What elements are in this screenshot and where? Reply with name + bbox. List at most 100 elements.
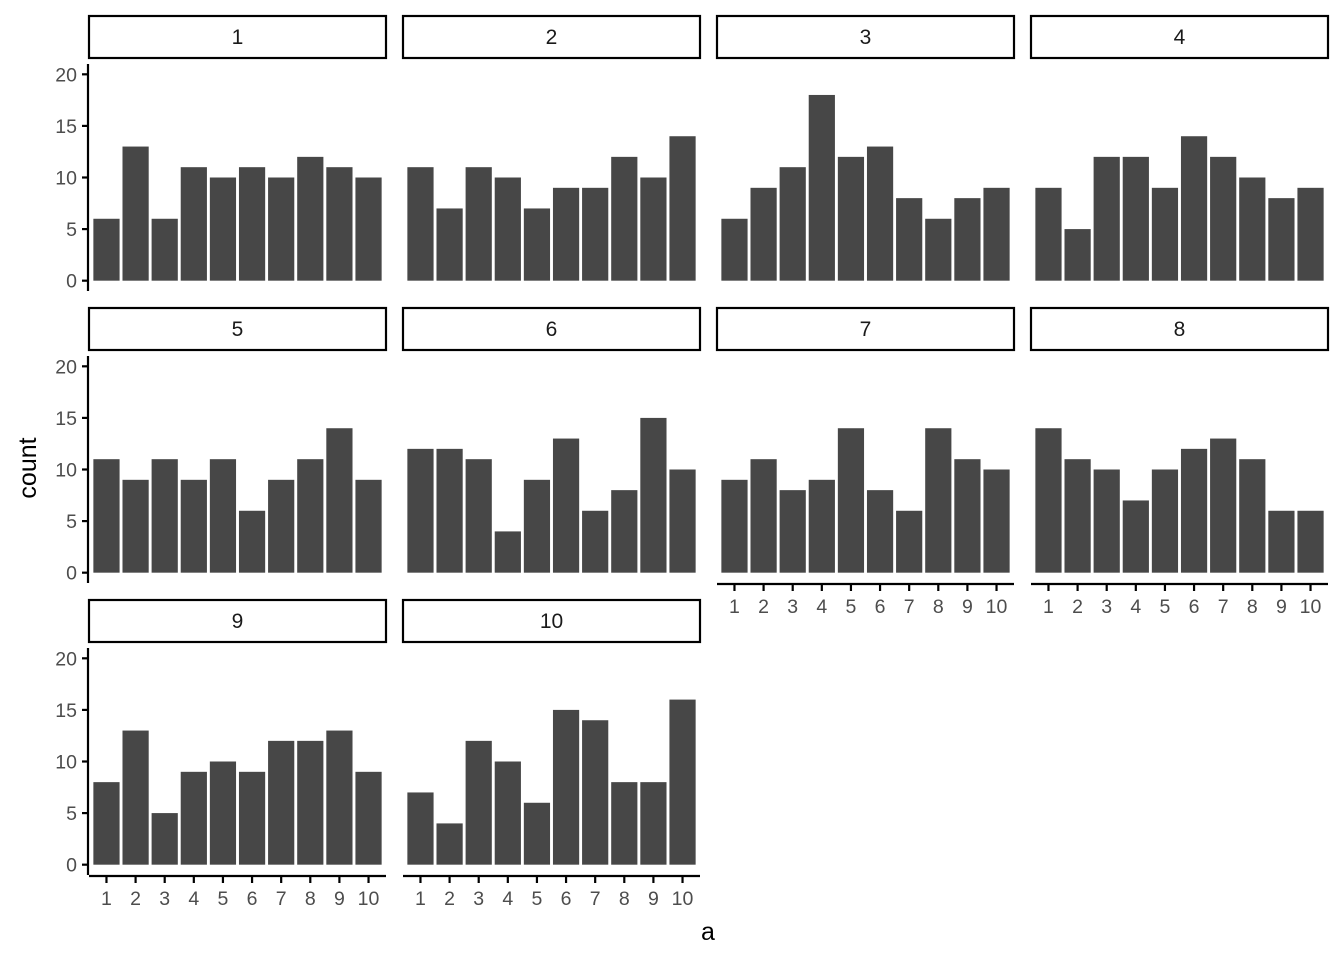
- bar: [983, 469, 1010, 573]
- facet-strip: [1029, 306, 1330, 352]
- x-tick-label: 2: [130, 888, 141, 910]
- facet-panel-6: 6: [401, 306, 702, 573]
- facet-strip: [715, 14, 1016, 60]
- bar: [750, 459, 777, 573]
- facet-strip: [715, 306, 1016, 352]
- bar: [721, 218, 748, 281]
- facet-strip: [401, 14, 702, 60]
- x-tick-label: 2: [444, 888, 455, 910]
- bar: [465, 459, 492, 573]
- y-tick-label: 0: [66, 271, 77, 293]
- bar: [268, 740, 295, 865]
- x-tick-label: 10: [358, 888, 380, 910]
- x-tick-label: 8: [619, 888, 630, 910]
- bar: [407, 167, 434, 281]
- bar: [866, 490, 894, 573]
- facet-strip: [87, 306, 388, 352]
- bar: [808, 94, 835, 281]
- y-tick-label: 10: [55, 168, 77, 190]
- bar: [1297, 187, 1324, 281]
- bar: [151, 459, 178, 573]
- bar: [954, 198, 981, 281]
- facet-panel-4: 4: [1029, 14, 1330, 281]
- x-tick-label: 3: [787, 596, 798, 618]
- bar: [582, 187, 609, 281]
- x-tick-label: 10: [986, 596, 1008, 618]
- bar: [326, 167, 353, 281]
- bar: [640, 417, 667, 573]
- bar: [552, 709, 580, 865]
- bar: [669, 136, 696, 281]
- x-tick-label: 1: [101, 888, 112, 910]
- bar: [721, 479, 748, 573]
- bar: [1180, 136, 1208, 281]
- facet-panel-2: 2: [401, 14, 702, 281]
- bar: [1122, 156, 1149, 281]
- facet-strip: [401, 306, 702, 352]
- bar: [436, 823, 463, 865]
- x-tick-label: 9: [962, 596, 973, 618]
- bar: [436, 208, 463, 281]
- bar: [238, 771, 266, 865]
- x-tick-label: 6: [1189, 596, 1200, 618]
- facet-strip: [1029, 14, 1330, 60]
- x-tick-label: 8: [933, 596, 944, 618]
- y-tick-label: 0: [66, 563, 77, 585]
- bar: [611, 490, 638, 573]
- facet-strip-label: 7: [860, 318, 872, 341]
- bar: [93, 782, 120, 865]
- bar: [209, 459, 237, 573]
- bar: [896, 198, 923, 281]
- bar: [494, 531, 521, 573]
- bar: [1239, 177, 1266, 281]
- x-tick-label: 4: [502, 888, 513, 910]
- bar: [268, 479, 295, 573]
- bar: [122, 146, 149, 281]
- bar: [808, 479, 835, 573]
- y-tick-label: 15: [55, 408, 77, 430]
- x-tick-label: 3: [159, 888, 170, 910]
- bar: [355, 479, 382, 573]
- x-tick-label: 1: [1043, 596, 1054, 618]
- bar: [640, 782, 667, 865]
- bar: [896, 510, 923, 573]
- x-tick-label: 3: [1101, 596, 1112, 618]
- y-tick-label: 10: [55, 752, 77, 774]
- bar: [523, 802, 551, 865]
- bar: [523, 208, 551, 281]
- x-tick-label: 10: [1300, 596, 1322, 618]
- bar: [837, 156, 865, 281]
- x-tick-label: 6: [875, 596, 886, 618]
- bar: [523, 479, 551, 573]
- x-axis-title: a: [701, 918, 715, 946]
- bar: [297, 156, 324, 281]
- bar: [238, 510, 266, 573]
- x-tick-label: 1: [729, 596, 740, 618]
- x-tick-label: 6: [247, 888, 258, 910]
- bar: [1122, 500, 1149, 573]
- x-tick-label: 8: [1247, 596, 1258, 618]
- x-tick-label: 8: [305, 888, 316, 910]
- facet-strip: [87, 14, 388, 60]
- y-tick-label: 0: [66, 855, 77, 877]
- x-tick-label: 9: [1276, 596, 1287, 618]
- bar: [1093, 156, 1120, 281]
- bar: [1268, 510, 1295, 573]
- bar: [436, 448, 463, 573]
- bar: [1064, 229, 1091, 281]
- bar: [180, 167, 207, 281]
- bar: [1210, 156, 1237, 281]
- facet-panel-5: 5 0 5 10 15 20: [55, 306, 388, 585]
- bar: [93, 459, 120, 573]
- bar: [582, 510, 609, 573]
- x-tick-label: 5: [532, 888, 543, 910]
- bar: [552, 187, 580, 281]
- facet-strip-label: 10: [540, 610, 563, 633]
- bar: [297, 459, 324, 573]
- x-tick-label: 5: [846, 596, 857, 618]
- bar: [954, 459, 981, 573]
- bar: [238, 167, 266, 281]
- bar: [494, 761, 521, 865]
- bar: [1064, 459, 1091, 573]
- x-tick-label: 4: [1130, 596, 1141, 618]
